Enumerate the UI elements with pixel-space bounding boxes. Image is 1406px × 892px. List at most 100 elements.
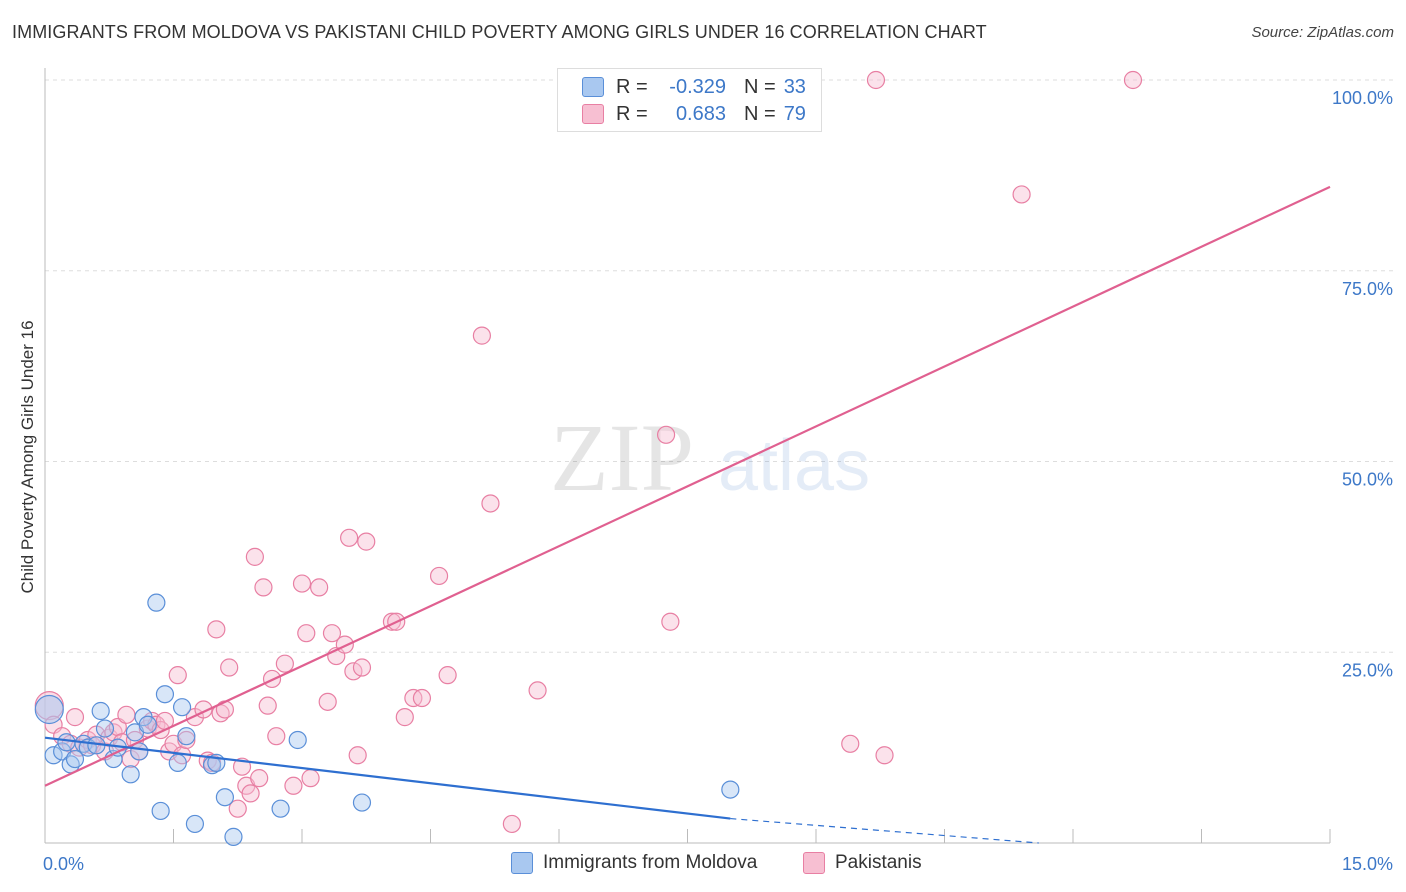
- moldova-n-value: 33: [783, 75, 806, 98]
- pakistanis-point: [241, 784, 260, 803]
- pakistanis-point: [318, 692, 337, 711]
- pakistanis-point: [117, 705, 136, 724]
- pakistanis-point: [661, 612, 680, 631]
- moldova-point: [177, 727, 196, 746]
- pakistanis-point: [301, 769, 320, 788]
- pakistanis-n-value: 79: [783, 102, 806, 125]
- pakistanis-point: [267, 727, 286, 746]
- moldova-point: [172, 698, 192, 717]
- pakistanis-legend-label: Pakistanis: [835, 852, 922, 873]
- pakistanis-point: [258, 696, 277, 715]
- pakistanis-point: [245, 547, 264, 566]
- pakistanis-point: [841, 734, 860, 753]
- pakistanis-point: [297, 624, 316, 643]
- moldova-point: [121, 765, 140, 784]
- pakistanis-trend-line: [44, 185, 1331, 787]
- legend-item-moldova[interactable]: Immigrants from Moldova: [511, 852, 757, 874]
- moldova-point: [352, 793, 372, 812]
- moldova-point: [721, 780, 740, 799]
- legend-row-moldova: R = -0.329 N = 33: [582, 74, 806, 100]
- moldova-point: [57, 733, 76, 752]
- y-tick-labels: 25.0% 50.0% 75.0% 100.0%: [1332, 88, 1393, 680]
- pakistanis-point: [344, 662, 363, 681]
- source-label: Source: ZipAtlas.com: [1251, 24, 1394, 41]
- moldova-point: [288, 730, 307, 750]
- watermark-zip: ZIP: [550, 404, 694, 511]
- moldova-trend-line: [44, 736, 731, 820]
- pakistanis-point: [65, 708, 85, 727]
- moldova-point: [138, 715, 157, 734]
- moldova-swatch: [582, 77, 604, 97]
- pakistanis-point: [340, 528, 359, 547]
- watermark: ZIP atlas: [550, 404, 870, 511]
- y-axis-title: Child Poverty Among Girls Under 16: [18, 320, 37, 593]
- moldova-point: [224, 827, 243, 846]
- legend-row-pakistanis: R = 0.683 N = 79: [582, 101, 806, 127]
- moldova-point: [34, 694, 64, 725]
- moldova-point: [95, 719, 115, 738]
- moldova-point: [91, 701, 110, 721]
- correlation-legend: R = -0.329 N = 33 R = 0.683 N = 79: [557, 68, 822, 132]
- pakistanis-point: [275, 654, 294, 673]
- pakistanis-point: [866, 70, 886, 90]
- moldova-point: [151, 801, 170, 821]
- moldova-point: [147, 593, 166, 612]
- watermark-atlas: atlas: [718, 426, 870, 506]
- pakistanis-point: [168, 666, 187, 685]
- pakistanis-point: [348, 746, 367, 765]
- pakistanis-point: [412, 688, 432, 708]
- pakistanis-point: [220, 658, 239, 677]
- n-label: N =: [744, 75, 776, 98]
- pakistanis-point: [472, 326, 491, 345]
- moldova-point: [215, 788, 234, 807]
- pakistanis-point: [207, 620, 226, 639]
- chart-title: IMMIGRANTS FROM MOLDOVA VS PAKISTANI CHI…: [12, 22, 987, 42]
- moldova-trend-line-extension: [730, 817, 1039, 844]
- pakistanis-swatch: [582, 104, 604, 124]
- legend-item-pakistanis[interactable]: Pakistanis: [803, 852, 922, 874]
- r-label: R =: [616, 102, 648, 125]
- moldova-r-value: -0.329: [669, 75, 726, 98]
- pakistanis-point: [438, 666, 457, 685]
- moldova-point: [168, 753, 187, 772]
- pakistanis-point: [481, 494, 500, 513]
- moldova-point: [271, 799, 290, 818]
- moldova-legend-swatch: [511, 852, 533, 874]
- pakistanis-point: [228, 799, 247, 818]
- pakistanis-point: [292, 574, 312, 593]
- y-tick-label-75: 75.0%: [1342, 279, 1393, 299]
- pakistanis-point: [254, 578, 273, 597]
- pakistanis-point: [528, 681, 547, 700]
- pakistanis-point: [250, 769, 269, 788]
- pakistanis-point: [322, 624, 342, 643]
- pakistanis-point: [502, 814, 521, 834]
- pakistanis-point: [395, 708, 414, 727]
- x-tick-label-max: 15.0%: [1342, 854, 1393, 874]
- moldova-point: [185, 814, 205, 834]
- pakistanis-point: [875, 746, 894, 765]
- y-tick-label-50: 50.0%: [1342, 470, 1393, 490]
- pakistanis-r-value: 0.683: [675, 102, 726, 125]
- moldova-point: [65, 749, 85, 769]
- pakistanis-legend-swatch: [803, 852, 825, 874]
- y-tick-label-100: 100.0%: [1332, 88, 1393, 108]
- pakistanis-point: [352, 658, 372, 677]
- moldova-points: [34, 593, 740, 846]
- y-tick-label-25: 25.0%: [1342, 660, 1393, 680]
- pakistanis-point: [284, 776, 303, 795]
- pakistanis-point: [335, 635, 354, 654]
- moldova-legend-label: Immigrants from Moldova: [543, 852, 758, 873]
- pakistanis-point: [1123, 70, 1143, 90]
- grid-lines: [45, 79, 1395, 653]
- pakistanis-point: [1012, 185, 1031, 204]
- moldova-point: [155, 685, 175, 704]
- pakistanis-point: [177, 730, 196, 750]
- pakistanis-point: [656, 425, 676, 444]
- pakistanis-point: [429, 566, 449, 586]
- pakistanis-point: [310, 578, 329, 597]
- pakistanis-point: [357, 532, 376, 551]
- x-tick-label-min: 0.0%: [43, 854, 84, 874]
- moldova-point: [44, 746, 63, 765]
- r-label: R =: [616, 75, 648, 98]
